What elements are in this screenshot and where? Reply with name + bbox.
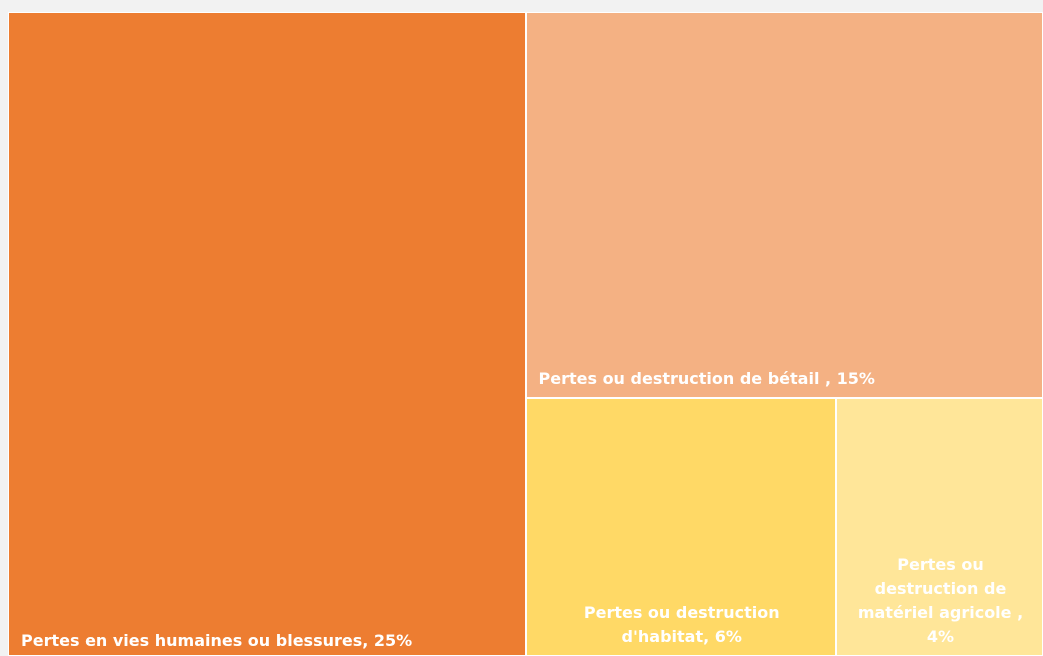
cell-label: Pertes ou destruction de matériel agrico… [857, 554, 1024, 646]
treemap-cell: Pertes ou destruction d'habitat, 6% [525, 398, 836, 656]
treemap: Pertes en vies humaines ou blessures, 25… [8, 12, 1043, 656]
cell-label: Pertes ou destruction d'habitat, 6% [583, 602, 780, 646]
treemap-cell: Pertes ou destruction de bétail , 15% [525, 12, 1043, 399]
treemap-cell: Pertes en vies humaines ou blessures, 25… [8, 12, 526, 656]
cell-label: Pertes ou destruction de bétail , 15% [538, 369, 875, 389]
cell-label: Pertes en vies humaines ou blessures, 25… [21, 631, 413, 650]
treemap-cell: Pertes ou destruction de matériel agrico… [836, 398, 1043, 656]
